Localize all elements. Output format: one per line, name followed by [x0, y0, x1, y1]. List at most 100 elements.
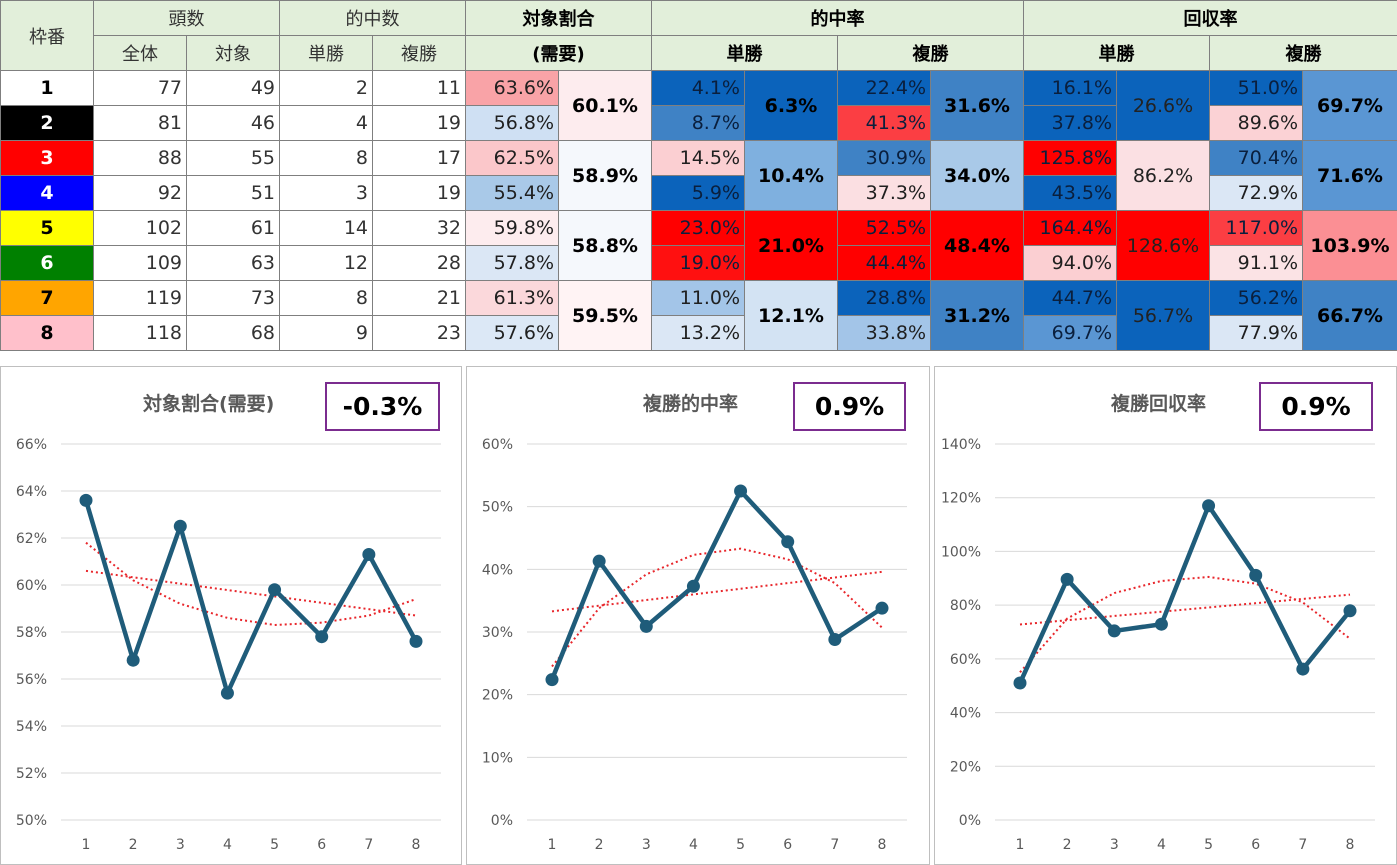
- trendline-polynomial: [1019, 575, 1351, 673]
- y-tick-label: 60%: [950, 652, 981, 668]
- y-tick-label: 66%: [16, 437, 47, 453]
- target-ratio-cell: 57.6%: [465, 315, 559, 351]
- chart-title: 複勝的中率: [643, 393, 739, 415]
- count-target-cell: 61: [186, 210, 280, 246]
- x-tick-label: 4: [689, 837, 698, 853]
- hit-rate-place-pair-cell: 48.4%: [930, 210, 1024, 281]
- hit-rate-win-pair-cell: 10.4%: [744, 140, 838, 211]
- gate-number-cell: 6: [0, 245, 94, 281]
- data-point: [1343, 604, 1357, 618]
- hit-rate-win-pair-cell: 6.3%: [744, 70, 838, 141]
- chart-panel-place-hit-rate[interactable]: 複勝的中率 0.9% 60% 50% 40% 30% 20% 10% 0% 1 2 3 4 5 6 7 8: [466, 366, 930, 865]
- y-tick-label: 56%: [16, 672, 47, 688]
- return-rate-place-cell: 89.6%: [1209, 105, 1303, 141]
- count-target-cell: 51: [186, 175, 280, 211]
- hit-rate-place-cell: 28.8%: [837, 280, 931, 316]
- header-count-target: 対象: [186, 35, 280, 71]
- count-all-cell: 102: [93, 210, 187, 246]
- data-point: [1107, 624, 1121, 638]
- data-point: [1249, 568, 1263, 582]
- return-rate-win-cell: 125.8%: [1023, 140, 1117, 176]
- hits-place-cell: 19: [372, 105, 466, 141]
- data-point: [1154, 617, 1168, 631]
- x-tick-label: 3: [1110, 837, 1119, 853]
- header-hit-rate: 的中率: [651, 0, 1024, 36]
- return-rate-place-cell: 72.9%: [1209, 175, 1303, 211]
- series-line: [549, 488, 884, 681]
- return-rate-win-cell: 16.1%: [1023, 70, 1117, 106]
- chart-title: 複勝回収率: [1111, 393, 1207, 415]
- header-hit-rate-win: 単勝: [651, 35, 838, 71]
- header-count: 頭数: [93, 0, 280, 36]
- data-point: [362, 547, 376, 561]
- x-tick-label: 6: [1251, 837, 1260, 853]
- y-tick-label: 10%: [482, 750, 513, 766]
- chart-panel-target-ratio[interactable]: 対象割合(需要) -0.3% 66% 64% 62% 60% 58% 56% 54% 52% 5…: [0, 366, 462, 865]
- x-tick-label: 2: [595, 837, 604, 853]
- data-point: [268, 583, 282, 597]
- trendline-polynomial: [85, 541, 417, 626]
- gate-number-cell: 1: [0, 70, 94, 106]
- target-ratio-cell: 61.3%: [465, 280, 559, 316]
- header-count-all: 全体: [93, 35, 187, 71]
- count-all-cell: 77: [93, 70, 187, 106]
- data-point: [409, 634, 423, 648]
- hits-win-cell: 8: [279, 140, 373, 176]
- hits-place-cell: 32: [372, 210, 466, 246]
- hit-rate-place-cell: 33.8%: [837, 315, 931, 351]
- target-ratio-cell: 57.8%: [465, 245, 559, 281]
- x-tick-label: 4: [223, 837, 232, 853]
- hit-rate-win-cell: 19.0%: [651, 245, 745, 281]
- hit-rate-place-cell: 30.9%: [837, 140, 931, 176]
- return-rate-place-pair-cell: 71.6%: [1302, 140, 1397, 211]
- data-point: [592, 554, 606, 568]
- hit-rate-place-cell: 37.3%: [837, 175, 931, 211]
- return-rate-place-cell: 117.0%: [1209, 210, 1303, 246]
- x-tick-label: 1: [1016, 837, 1025, 853]
- data-point: [828, 633, 842, 647]
- table-row: 1 77 49 2 11 63.6% 60.1% 4.1% 6.3% 22.4% 31.6% 16.1…: [0, 70, 1397, 141]
- x-tick-label: 4: [1157, 837, 1166, 853]
- x-tick-label: 6: [317, 837, 326, 853]
- return-rate-win-pair-cell: 86.2%: [1116, 140, 1210, 211]
- header-target-ratio: 対象割合: [465, 0, 652, 36]
- x-tick-label: 8: [878, 837, 887, 853]
- header-target-ratio-sub: (需要): [465, 35, 652, 71]
- target-ratio-cell: 55.4%: [465, 175, 559, 211]
- data-point: [686, 579, 700, 593]
- target-ratio-pair-cell: 58.9%: [558, 140, 652, 211]
- header-return-rate-win: 単勝: [1023, 35, 1210, 71]
- return-rate-win-cell: 37.8%: [1023, 105, 1117, 141]
- target-ratio-cell: 63.6%: [465, 70, 559, 106]
- data-point: [220, 686, 234, 700]
- hit-rate-win-cell: 14.5%: [651, 140, 745, 176]
- x-tick-label: 1: [82, 837, 91, 853]
- return-rate-win-pair-cell: 56.7%: [1116, 280, 1210, 351]
- chart-panel-place-return-rate[interactable]: 複勝回収率 0.9% 140% 120% 100% 80% 60% 40% 20% 0% 1 2 3…: [934, 366, 1397, 865]
- count-target-cell: 55: [186, 140, 280, 176]
- return-rate-win-pair-cell: 26.6%: [1116, 70, 1210, 141]
- return-rate-win-cell: 94.0%: [1023, 245, 1117, 281]
- data-point: [875, 601, 889, 615]
- data-point: [1296, 662, 1310, 676]
- hit-rate-place-cell: 41.3%: [837, 105, 931, 141]
- hits-place-cell: 11: [372, 70, 466, 106]
- series-line: [1017, 503, 1352, 684]
- y-tick-label: 54%: [16, 719, 47, 735]
- count-all-cell: 109: [93, 245, 187, 281]
- y-tick-label: 62%: [16, 531, 47, 547]
- hit-rate-win-cell: 5.9%: [651, 175, 745, 211]
- y-tick-label: 100%: [941, 544, 981, 560]
- hits-win-cell: 8: [279, 280, 373, 316]
- header-gate: 枠番: [0, 0, 94, 71]
- return-rate-place-pair-cell: 69.7%: [1302, 70, 1397, 141]
- x-tick-label: 3: [176, 837, 185, 853]
- y-tick-label: 60%: [482, 437, 513, 453]
- target-ratio-pair-cell: 59.5%: [558, 280, 652, 351]
- count-all-cell: 88: [93, 140, 187, 176]
- return-rate-place-cell: 70.4%: [1209, 140, 1303, 176]
- y-tick-label: 64%: [16, 484, 47, 500]
- hits-win-cell: 14: [279, 210, 373, 246]
- gate-number-cell: 2: [0, 105, 94, 141]
- target-ratio-cell: 56.8%: [465, 105, 559, 141]
